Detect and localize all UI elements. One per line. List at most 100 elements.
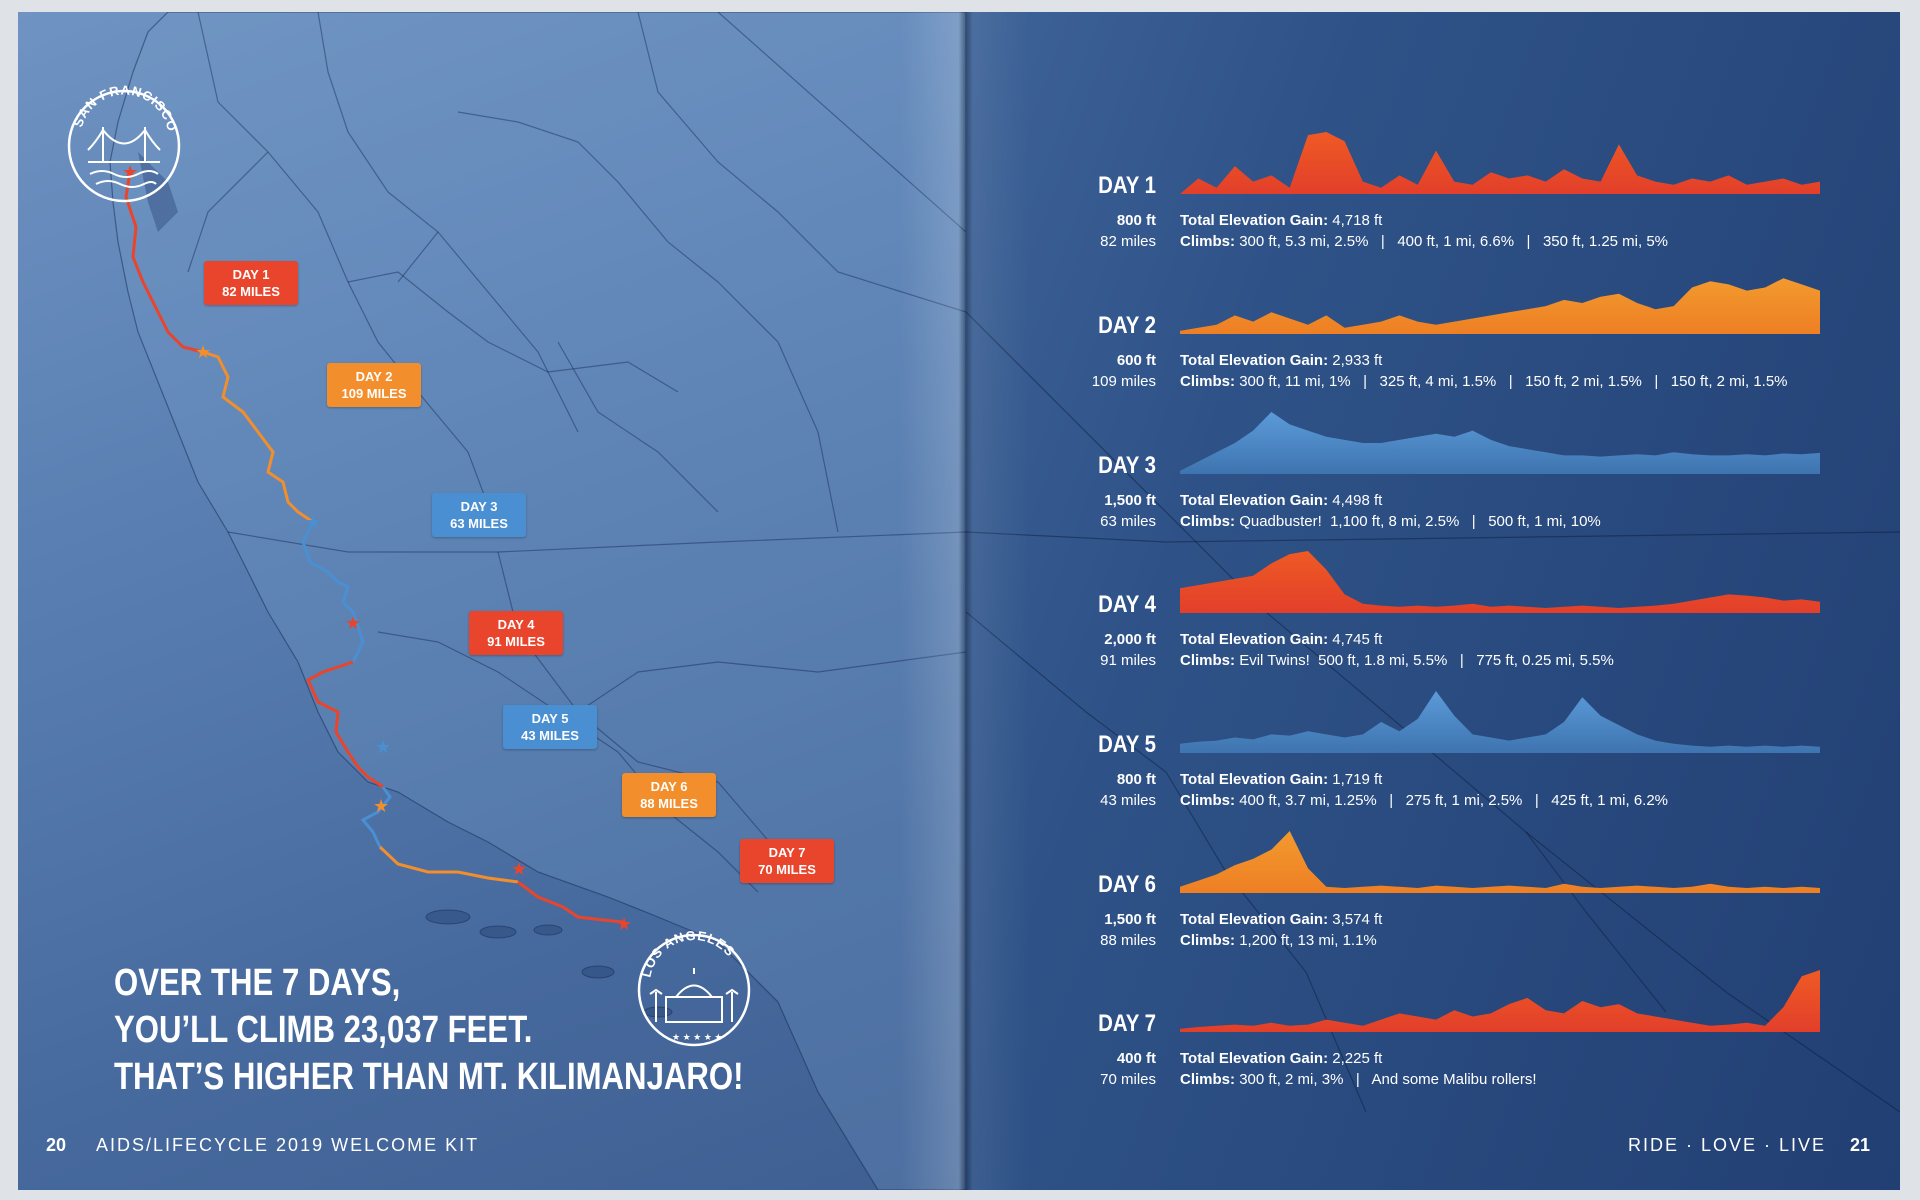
- day-max-elevation: 600 ft: [1116, 352, 1156, 369]
- channel-islands: [425, 909, 673, 1018]
- map-label-miles: 70 MILES: [758, 862, 816, 877]
- day-distance: 91 miles: [1100, 652, 1156, 669]
- golden-gate-bridge-icon: [87, 127, 161, 163]
- map-label-miles: 88 MILES: [640, 796, 698, 811]
- route-day-3: [301, 521, 365, 663]
- climbs: Climbs: 300 ft, 2 mi, 3% | And some Mali…: [1180, 1071, 1537, 1088]
- elevation-gain-label: Total Elevation Gain:: [1180, 352, 1329, 369]
- star-icon: ★: [373, 796, 389, 816]
- map-label-miles: 82 MILES: [222, 284, 280, 299]
- map-label-day: DAY 1: [232, 267, 270, 282]
- route-day-1: [124, 171, 204, 354]
- left-footer-text: AIDS/LIFECYCLE 2019 WELCOME KIT: [96, 1135, 480, 1155]
- day-distance: 70 miles: [1100, 1071, 1156, 1088]
- elevation-gain-value: 1,719 ft: [1332, 771, 1383, 788]
- elevation-profile-chart: [1180, 412, 1820, 474]
- day-max-elevation: 1,500 ft: [1104, 911, 1156, 928]
- map-label-miles: 43 MILES: [521, 728, 579, 743]
- day-distance: 43 miles: [1100, 792, 1156, 809]
- elevation-gain-value: 2,225 ft: [1332, 1050, 1383, 1067]
- climbs-value: 300 ft, 11 mi, 1% | 325 ft, 4 mi, 1.5% |…: [1239, 373, 1788, 390]
- elevation-gain: Total Elevation Gain: 3,574 ft: [1180, 911, 1382, 928]
- elevation-profile-chart: [1180, 132, 1820, 194]
- star-icon: ★: [616, 914, 632, 934]
- climbs-label: Climbs:: [1180, 932, 1236, 949]
- climbs-value: Evil Twins! 500 ft, 1.8 mi, 5.5% | 775 f…: [1239, 652, 1614, 669]
- map-label-day-1: DAY 1 82 MILES: [204, 261, 298, 305]
- elevation-gain-value: 3,574 ft: [1332, 911, 1383, 928]
- day-title: DAY 1: [1098, 172, 1156, 199]
- star-icon: ★: [122, 162, 138, 182]
- map-label-miles: 91 MILES: [487, 634, 545, 649]
- map-label-day-7: DAY 7 70 MILES: [740, 839, 834, 883]
- elevation-gain-label: Total Elevation Gain:: [1180, 631, 1329, 648]
- headline-line-1: OVER THE 7 DAYS,: [114, 962, 401, 1004]
- day-row-7: DAY 7 400 ft 70 miles Total Elevation Gain:…: [1040, 970, 1840, 1130]
- climbs: Climbs: Quadbuster! 1,100 ft, 8 mi, 2.5%…: [1180, 513, 1601, 530]
- climbs-label: Climbs:: [1180, 792, 1236, 809]
- climbs: Climbs: 300 ft, 5.3 mi, 2.5% | 400 ft, 1…: [1180, 233, 1668, 250]
- faint-map-lines: [966, 311, 1900, 1113]
- map-label-day: DAY 3: [460, 499, 498, 514]
- elevation-gain: Total Elevation Gain: 4,498 ft: [1180, 492, 1382, 509]
- climbs-value: 300 ft, 2 mi, 3% | And some Malibu rolle…: [1239, 1071, 1537, 1088]
- climbs-value: Quadbuster! 1,100 ft, 8 mi, 2.5% | 500 f…: [1239, 513, 1601, 530]
- day-row-1: DAY 1 800 ft 82 miles Total Elevation Gain:…: [1040, 132, 1840, 292]
- day-title: DAY 7: [1098, 1010, 1156, 1037]
- day-title: DAY 4: [1098, 591, 1156, 618]
- climbs-label: Climbs:: [1180, 513, 1236, 530]
- headline-line-3: THAT’S HIGHER THAN MT. KILIMANJARO!: [114, 1056, 744, 1098]
- map-label-day-4: DAY 4 91 MILES: [469, 611, 563, 655]
- elevation-gain-label: Total Elevation Gain:: [1180, 771, 1329, 788]
- map-label-day: DAY 5: [531, 711, 569, 726]
- climbs: Climbs: 400 ft, 3.7 mi, 1.25% | 275 ft, …: [1180, 792, 1668, 809]
- day-max-elevation: 400 ft: [1116, 1050, 1156, 1067]
- climbs-value: 1,200 ft, 13 mi, 1.1%: [1239, 932, 1377, 949]
- map-label-day-3: DAY 3 63 MILES: [432, 493, 526, 537]
- climbs-value: 300 ft, 5.3 mi, 2.5% | 400 ft, 1 mi, 6.6…: [1239, 233, 1669, 250]
- elevation-gain: Total Elevation Gain: 1,719 ft: [1180, 771, 1382, 788]
- day-row-4: DAY 4 2,000 ft 91 miles Total Elevation Gai…: [1040, 551, 1840, 711]
- stars-row-icon: ★ ★ ★ ★ ★: [672, 1032, 722, 1042]
- star-icon: ★: [375, 737, 391, 757]
- map-label-day: DAY 4: [497, 617, 535, 632]
- elevation-gain-value: 2,933 ft: [1332, 352, 1383, 369]
- left-page-number: 20: [46, 1135, 67, 1155]
- star-icon: ★: [195, 342, 211, 362]
- day-title: DAY 5: [1098, 731, 1156, 758]
- elevation-gain: Total Elevation Gain: 2,225 ft: [1180, 1050, 1382, 1067]
- elevation-gain-value: 4,498 ft: [1332, 492, 1383, 509]
- day-max-elevation: 800 ft: [1116, 212, 1156, 229]
- day-distance: 109 miles: [1091, 373, 1156, 390]
- route-day-5: [360, 786, 392, 848]
- elevation-gain: Total Elevation Gain: 4,745 ft: [1180, 631, 1382, 648]
- day-max-elevation: 800 ft: [1116, 771, 1156, 788]
- elevation-gain-value: 4,745 ft: [1332, 631, 1383, 648]
- right-page-number: 21: [1850, 1135, 1871, 1155]
- day-row-3: DAY 3 1,500 ft 63 miles Total Elevation Gai…: [1040, 412, 1840, 572]
- elevation-gain: Total Elevation Gain: 4,718 ft: [1180, 212, 1382, 229]
- california-map: ★ ★ ★ ★ ★ ★ ★ ★ SAN FRANCISCO: [67, 12, 966, 1190]
- day-title: DAY 6: [1098, 871, 1156, 898]
- route-day-7: [517, 880, 624, 924]
- climbs: Climbs: 1,200 ft, 13 mi, 1.1%: [1180, 932, 1377, 949]
- map-label-day-2: DAY 2 109 MILES: [327, 363, 421, 407]
- route-day-4: [306, 660, 384, 789]
- palm-tree-icon: [649, 988, 739, 1022]
- star-icon: ★: [345, 613, 361, 633]
- route-day-6: [378, 845, 519, 884]
- elevation-profile-chart: [1180, 691, 1820, 753]
- climbs-label: Climbs:: [1180, 233, 1236, 250]
- day-max-elevation: 2,000 ft: [1104, 631, 1156, 648]
- map-label-day: DAY 7: [768, 845, 806, 860]
- elevation-gain: Total Elevation Gain: 2,933 ft: [1180, 352, 1382, 369]
- day-row-2: DAY 2 600 ft 109 miles Total Elevation Gain…: [1040, 278, 1840, 432]
- day-distance: 88 miles: [1100, 932, 1156, 949]
- route-stars: ★ ★ ★ ★ ★ ★ ★ ★: [122, 162, 632, 934]
- elevation-profile-chart: [1180, 831, 1820, 893]
- headline: OVER THE 7 DAYS, YOU’LL CLIMB 23,037 FEE…: [114, 960, 744, 1101]
- climbs-label: Climbs:: [1180, 1071, 1236, 1088]
- day-distance: 63 miles: [1100, 513, 1156, 530]
- elevation-profile-chart: [1180, 551, 1820, 613]
